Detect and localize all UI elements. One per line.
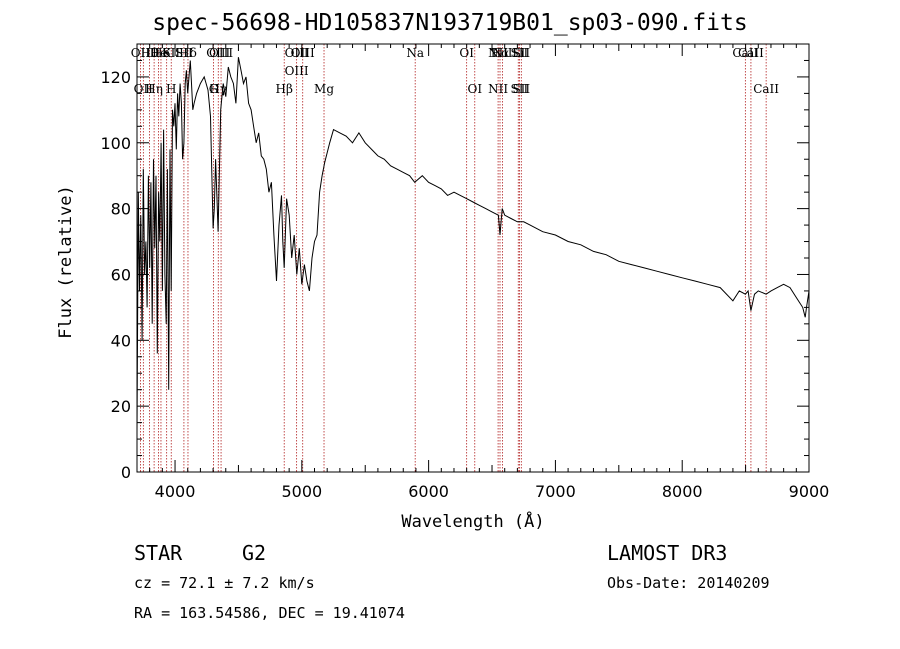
observation-date: Obs-Date: 20140209 (607, 574, 770, 592)
spectral-line-label: OIII (209, 46, 233, 60)
spectral-line-label: Hβ (276, 82, 293, 96)
y-tick-label: 80 (111, 200, 131, 219)
spectral-line-label: CaII (738, 46, 764, 60)
object-subclass: G2 (242, 541, 267, 565)
spectral-line-label: Hθ (141, 46, 159, 60)
object-class: STAR (134, 541, 183, 565)
x-axis-ticks: 4000 5000 6000 7000 8000 9000 (136, 44, 830, 501)
y-tick-label: 100 (100, 134, 131, 153)
redshift-velocity: cz = 72.1 ± 7.2 km/s (134, 574, 315, 592)
y-tick-label: 20 (111, 397, 131, 416)
spectral-line-label: SII (512, 46, 530, 60)
spectral-line-label: OIII (285, 46, 309, 60)
spectral-line-label: NII (488, 82, 508, 96)
survey-name: LAMOST DR3 (607, 541, 728, 565)
spectral-line-label: OIII (285, 64, 309, 78)
x-tick-label: 6000 (408, 482, 449, 501)
spectral-line-label: SII (175, 46, 193, 60)
plot-frame (136, 43, 810, 473)
chart-title: spec-56698-HD105837N193719B01_sp03-090.f… (152, 10, 748, 36)
spectral-line-label: Li (512, 46, 524, 60)
y-tick-label: 0 (121, 463, 131, 482)
spectral-line-label: OI (459, 46, 474, 60)
spectral-line-label: OIII (206, 46, 230, 60)
spectral-line-label: H (166, 82, 176, 96)
spectral-line-label: He (152, 46, 170, 60)
spectral-line-label: SII (511, 82, 529, 96)
spectral-line-label: NII (493, 46, 513, 60)
x-axis-label: Wavelength (Å) (401, 512, 545, 532)
spectral-line-label: OI (467, 82, 482, 96)
x-tick-label: 9000 (789, 482, 830, 501)
spectral-line-label: SII (511, 46, 529, 60)
spectral-line-label: SII (512, 82, 530, 96)
spectral-line-label: SII (162, 46, 180, 60)
spectral-line-label: CaII (753, 82, 779, 96)
spectral-line-label: Hα (491, 46, 510, 60)
coordinates: RA = 163.54586, DEC = 19.41074 (134, 604, 405, 622)
spectral-line-markers (140, 44, 767, 472)
y-axis-label: Flux (relative) (56, 185, 76, 339)
spectral-line-label: Hη (145, 82, 163, 96)
y-tick-label: 120 (100, 68, 131, 87)
spectral-line-label: OII (134, 82, 154, 96)
spectral-line-label: Na (406, 46, 424, 60)
spectral-line-label: He (150, 46, 168, 60)
y-tick-label: 60 (111, 265, 131, 284)
spectral-line-label: OII (131, 46, 151, 60)
y-tick-label: 40 (111, 331, 131, 350)
spectral-line-label: NII (488, 46, 508, 60)
spectral-line-label: G (209, 82, 219, 96)
x-tick-label: 8000 (662, 482, 703, 501)
spectral-line-label: Hδ (179, 46, 197, 60)
spectral-line-label: CaII (732, 46, 758, 60)
y-axis-ticks: 0 20 40 60 80 100 120 (100, 43, 809, 482)
spectrum-line (136, 57, 810, 433)
spectral-line-label: OIII (291, 46, 315, 60)
x-tick-label: 5000 (281, 482, 322, 501)
spectral-line-labels: OIIOIIHθHηHeHeKSIIHSIIHδGOIIIHγOIIIHβOII… (131, 46, 780, 96)
x-tick-label: 7000 (535, 482, 576, 501)
spectral-line-label: K (162, 46, 172, 60)
spectral-line-label: Mg (314, 82, 334, 96)
x-tick-label: 4000 (155, 482, 196, 501)
